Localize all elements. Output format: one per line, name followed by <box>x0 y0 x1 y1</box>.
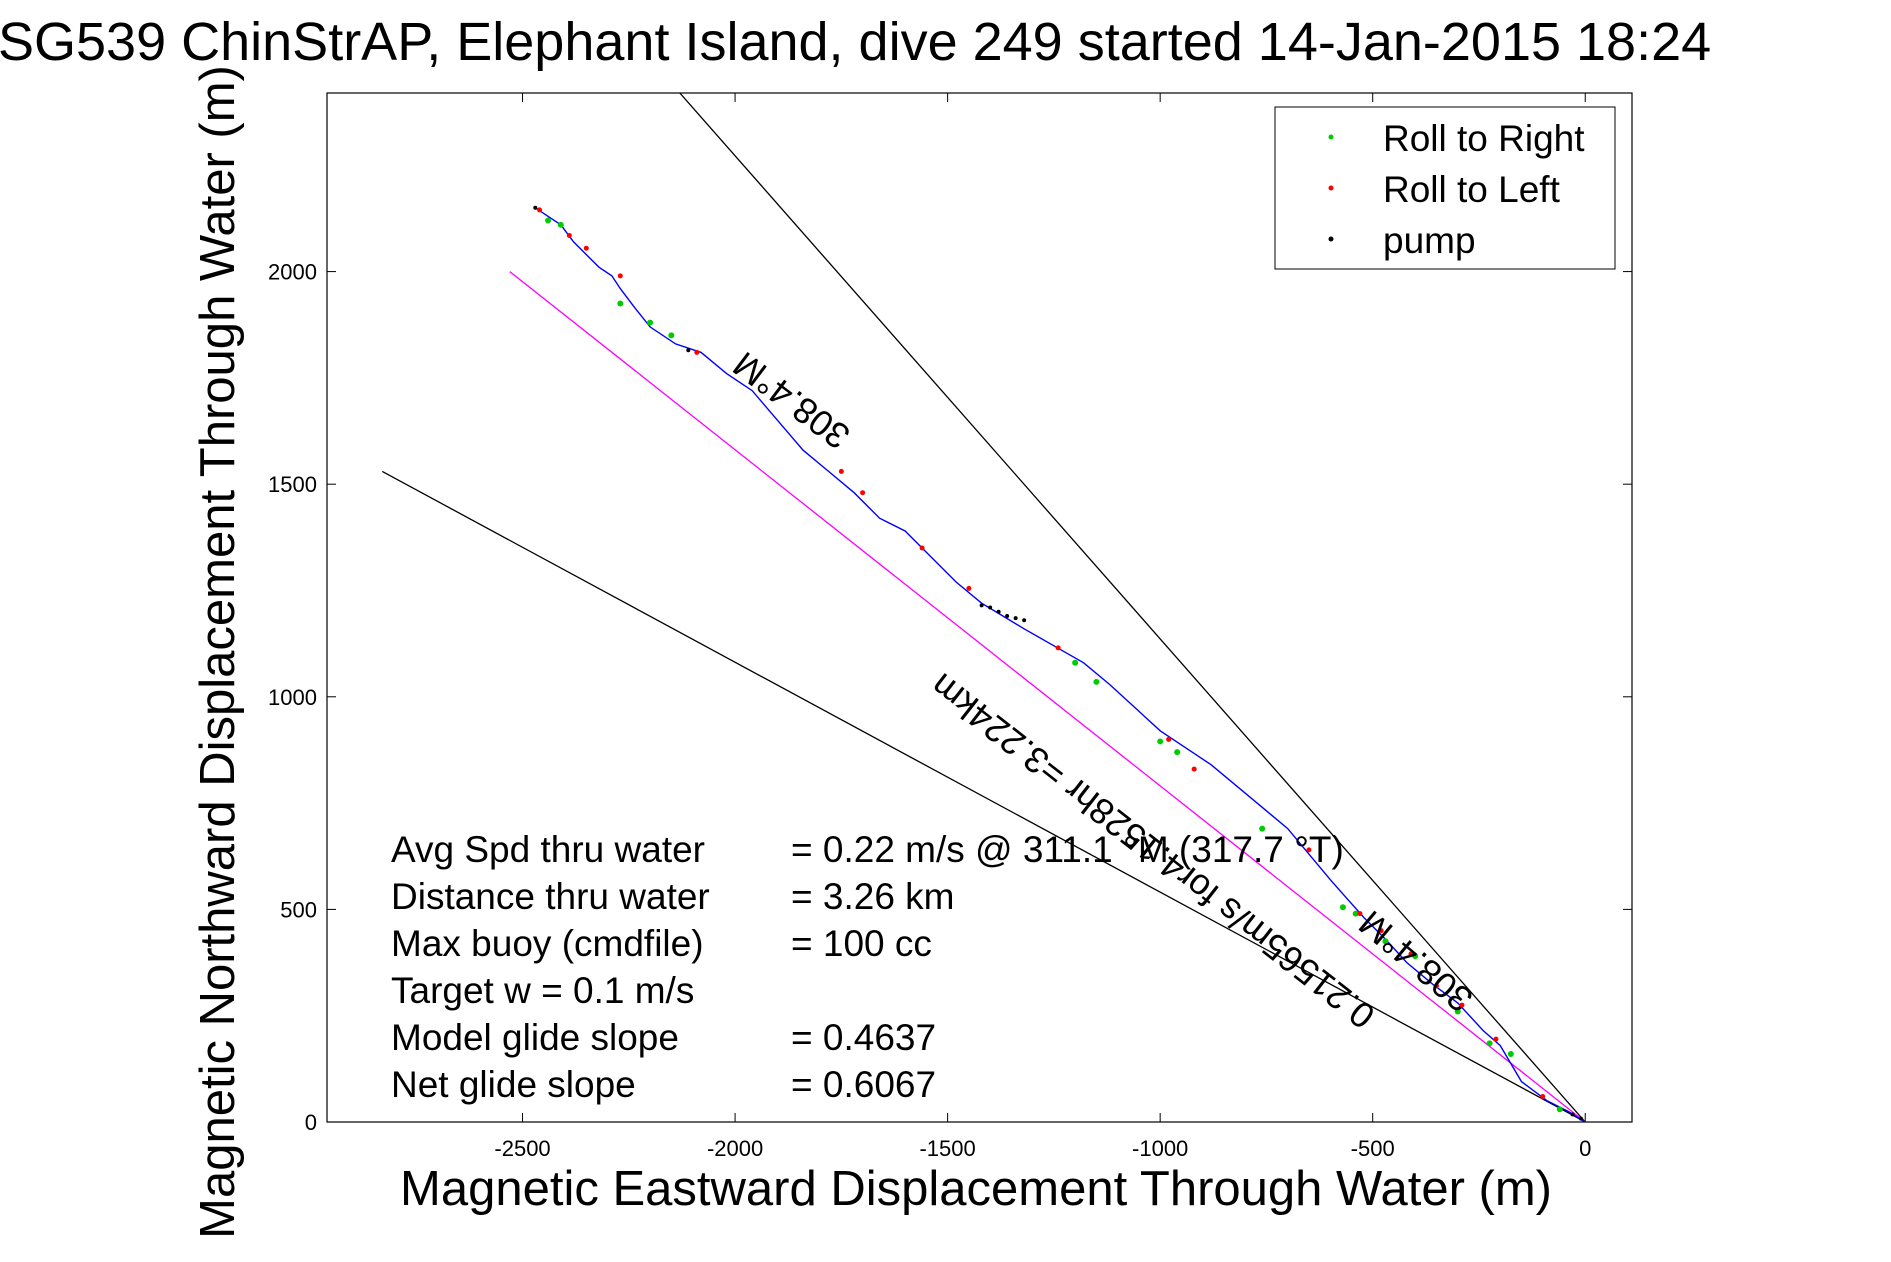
pump-point <box>988 605 993 610</box>
roll-left-point <box>1459 1002 1465 1008</box>
pump-point <box>1022 618 1027 623</box>
reference-line-lower <box>381 470 1586 1122</box>
roll-right-point <box>1259 825 1266 832</box>
legend-label: Roll to Right <box>1383 118 1585 159</box>
roll-left-point <box>1191 766 1197 772</box>
roll-left-point <box>838 468 844 474</box>
x-tick-label: -1000 <box>1132 1136 1188 1161</box>
roll-right-point <box>1382 938 1389 945</box>
y-axis-label: Magnetic Northward Displacement Through … <box>191 65 245 1239</box>
roll-right-point <box>668 332 675 339</box>
y-tick-label: 1000 <box>268 685 317 710</box>
roll-left-point <box>537 207 543 213</box>
stats-label: Target w = 0.1 m/s <box>391 970 694 1011</box>
roll-right-point <box>1412 953 1419 960</box>
pump-point <box>979 603 984 608</box>
roll-right-point <box>617 300 624 307</box>
stats-label: Max buoy (cmdfile) <box>391 923 704 964</box>
reference-line-upper <box>679 93 1586 1122</box>
stats-value: = 0.4637 <box>791 1017 936 1058</box>
roll-right-point <box>1093 678 1100 685</box>
roll-left-point <box>1493 1036 1499 1042</box>
roll-left-point <box>1378 928 1384 934</box>
roll-right-point <box>647 319 654 326</box>
roll-left-point <box>1055 645 1061 651</box>
legend-label: pump <box>1383 220 1476 261</box>
roll-left-point <box>1166 736 1172 742</box>
legend-marker <box>1328 236 1334 242</box>
roll-left-point <box>617 273 623 279</box>
roll-right-point <box>1556 1106 1563 1113</box>
plot-frame <box>326 92 1633 1123</box>
roll-right-point <box>1339 904 1346 911</box>
roll-left-point <box>1357 911 1363 917</box>
roll-left-point <box>1306 847 1312 853</box>
roll-left-point <box>966 585 972 591</box>
roll-right-point <box>1072 659 1079 666</box>
y-tick-label: 1500 <box>268 472 317 497</box>
annotation-label: 308.4°M <box>725 344 857 458</box>
pump-point <box>533 205 538 210</box>
x-tick-label: -500 <box>1351 1136 1395 1161</box>
roll-left-point <box>1540 1093 1546 1099</box>
roll-left-point <box>583 245 589 251</box>
y-tick-label: 2000 <box>268 260 317 285</box>
stats-value: = 3.26 km <box>791 876 955 917</box>
roll-left-point <box>1408 951 1414 957</box>
stats-label: Distance thru water <box>391 876 710 917</box>
roll-right-point <box>1507 1050 1514 1057</box>
track-line <box>534 207 1586 1122</box>
roll-left-point <box>694 349 700 355</box>
roll-right-point <box>545 217 552 224</box>
stats-value: = 0.6067 <box>791 1064 936 1105</box>
x-tick-label: 0 <box>1579 1136 1591 1161</box>
stats-label: Net glide slope <box>391 1064 636 1105</box>
legend-label: Roll to Left <box>1383 169 1561 210</box>
roll-right-point <box>1157 738 1164 745</box>
pump-point <box>1013 616 1018 621</box>
roll-right-point <box>1486 1040 1493 1047</box>
roll-left-point <box>566 232 572 238</box>
stats-value: = 100 cc <box>791 923 932 964</box>
roll-right-point <box>557 221 564 228</box>
roll-left-point <box>860 490 866 496</box>
pump-point <box>996 609 1001 614</box>
y-tick-label: 0 <box>305 1110 317 1135</box>
stats-label: Avg Spd thru water <box>391 829 705 870</box>
roll-left-point <box>919 545 925 551</box>
pump-point <box>1578 1116 1583 1121</box>
legend-marker <box>1328 134 1334 140</box>
stats-value: = 0.22 m/s @ 311.1 °M (317.7 °T) <box>791 829 1344 870</box>
x-tick-label: -1500 <box>919 1136 975 1161</box>
x-tick-label: -2000 <box>707 1136 763 1161</box>
chart-title: SG539 ChinStrAP, Elephant Island, dive 2… <box>0 12 1711 72</box>
pump-point <box>686 348 691 353</box>
legend-marker <box>1328 185 1334 191</box>
roll-right-point <box>1454 1008 1461 1015</box>
pump-point <box>1570 1112 1575 1117</box>
pump-point <box>1005 614 1010 619</box>
reference-line-magenta <box>509 271 1586 1122</box>
roll-left-point <box>1433 983 1439 989</box>
y-tick-label: 500 <box>280 897 317 922</box>
stats-label: Model glide slope <box>391 1017 679 1058</box>
x-axis-label: Magnetic Eastward Displacement Through W… <box>400 1162 1552 1216</box>
x-tick-label: -2500 <box>494 1136 550 1161</box>
roll-right-point <box>1174 749 1181 756</box>
roll-right-point <box>1352 910 1359 917</box>
